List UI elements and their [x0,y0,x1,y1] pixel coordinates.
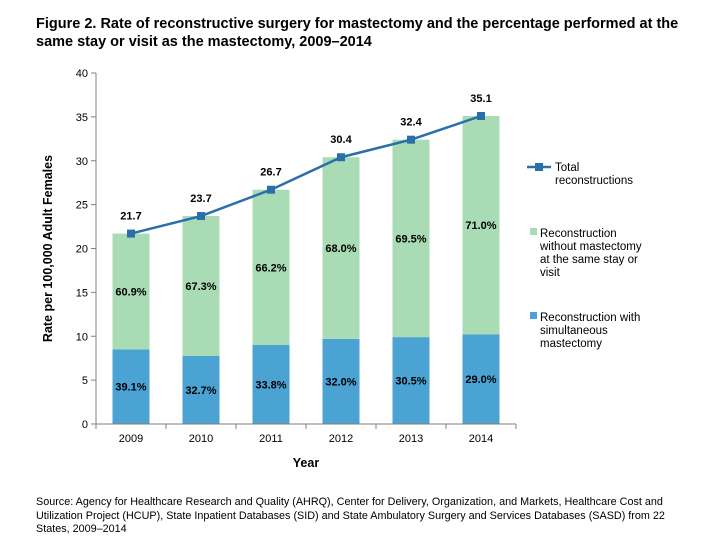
simultaneous-percent-label: 39.1% [115,382,146,394]
legend-without-label: visit [540,267,561,279]
x-tick-label: 2009 [119,433,143,445]
total-marker-2011 [267,185,275,194]
legend-simultaneous-label: Reconstruction with [540,312,640,324]
bar-simultaneous-2011 [252,345,290,424]
bar-without-2010 [182,216,220,356]
bar-without-2009 [112,233,150,350]
y-tick-label: 40 [76,68,88,80]
x-tick-label: 2011 [259,433,283,445]
total-line-layer [127,111,485,238]
legend-simultaneous-swatch [530,312,537,319]
simultaneous-percent-label: 32.7% [185,385,216,397]
source-note: Source: Agency for Healthcare Research a… [36,496,665,535]
total-value-label: 30.4 [330,134,352,146]
x-axis-title: Year [293,456,320,470]
simultaneous-percent-label: 32.0% [325,376,356,388]
y-tick-label: 15 [76,287,88,299]
x-tick-label: 2012 [329,433,353,445]
legend-simultaneous-label: mastectomy [540,338,602,350]
legend-total-marker-swatch [535,163,543,171]
y-tick-label: 0 [82,419,88,431]
without-percent-label: 71.0% [465,220,496,232]
data-labels-layer: 21.7 23.7 26.7 30.4 32.4 35.1 60.9% 67.3% 66.2% 6… [115,93,496,397]
simultaneous-percent-label: 33.8% [255,380,286,392]
y-tick-label: 10 [76,331,88,343]
total-value-label: 26.7 [260,167,281,179]
bar-without-2011 [252,189,290,346]
bar-simultaneous-2009 [112,349,150,424]
total-value-label: 35.1 [470,93,491,105]
legend-without-label: without mastectomy [539,241,642,253]
total-marker-2010 [197,212,205,221]
total-value-label: 21.7 [120,211,141,223]
without-percent-label: 69.5% [395,233,426,245]
bar-simultaneous-2014 [462,334,500,424]
bars-layer [112,115,500,424]
y-tick-label: 35 [76,112,88,124]
bar-without-2014 [462,115,500,335]
legend-without-label: Reconstruction [540,228,617,240]
bar-simultaneous-2012 [322,338,360,424]
legend-total-label: Total [555,162,579,174]
without-percent-label: 66.2% [255,262,286,274]
x-tick-label: 2010 [189,433,213,445]
y-tick-label: 20 [76,244,88,256]
without-percent-label: 60.9% [115,286,146,298]
x-tick-label: 2013 [399,433,423,445]
simultaneous-percent-label: 29.0% [465,374,496,386]
total-marker-2013 [407,135,415,144]
total-reconstructions-line [130,114,482,235]
without-percent-label: 67.3% [185,281,216,293]
legend-without-label: at the same stay or [540,254,638,266]
total-value-label: 23.7 [190,193,211,205]
legend-without-swatch [530,228,537,235]
total-marker-2009 [127,229,135,238]
bar-without-2012 [322,157,360,339]
total-marker-2014 [477,111,485,120]
y-tick-label: 30 [76,156,88,168]
total-marker-2012 [337,153,345,162]
y-tick-label: 25 [76,200,88,212]
chart-title: Figure 2. Rate of reconstructive surgery… [36,16,679,50]
without-percent-label: 68.0% [325,243,356,255]
legend-simultaneous-label: simultaneous [540,325,608,337]
simultaneous-percent-label: 30.5% [395,376,426,388]
y-tick-label: 5 [82,375,88,387]
bar-simultaneous-2010 [182,355,220,424]
y-axis-title: Rate per 100,000 Adult Females [41,155,55,342]
x-tick-label: 2014 [469,433,493,445]
chart: 0 5 10 15 20 25 30 35 40 2009 2010 2011 2012 2013 2014… [41,68,642,470]
bar-without-2013 [392,139,430,338]
legend-total-label: reconstructions [555,175,633,187]
axes-layer: 0 5 10 15 20 25 30 35 40 2009 2010 2011 2012 2013 2014 [76,68,517,445]
bar-simultaneous-2013 [392,337,430,424]
total-value-label: 32.4 [400,117,422,129]
